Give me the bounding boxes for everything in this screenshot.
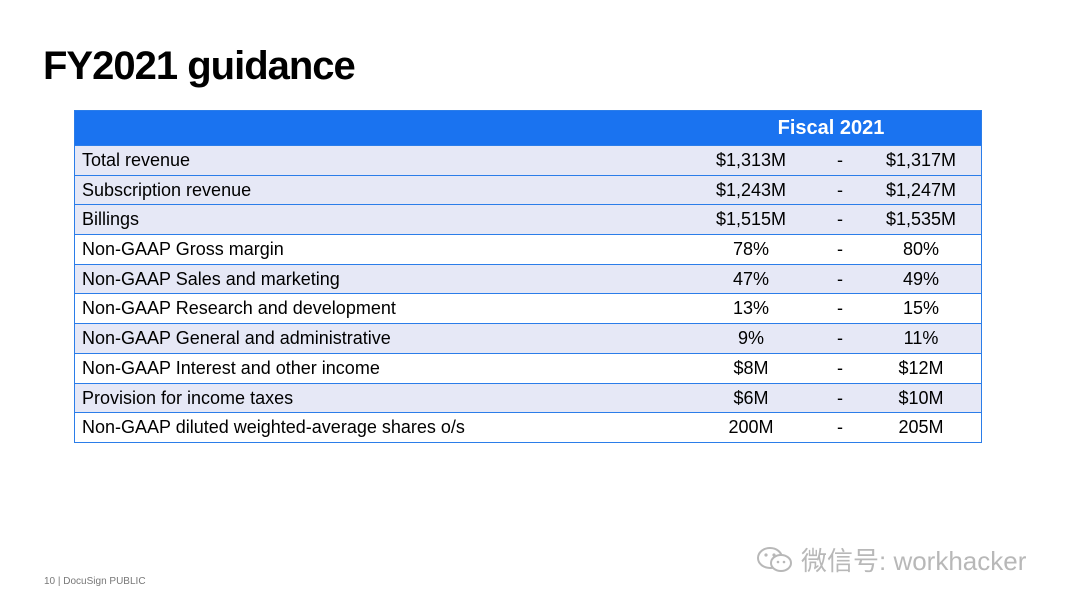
row-separator: - — [837, 417, 843, 438]
row-separator: - — [837, 357, 843, 378]
row-low-value: 78% — [732, 239, 770, 260]
row-high-value: 49% — [902, 268, 940, 289]
table-row: Non-GAAP General and administrative 9% - 11… — [75, 323, 981, 353]
wechat-icon — [757, 546, 792, 572]
row-low-value: 13% — [732, 298, 770, 319]
watermark: 微信号: workhacker — [755, 541, 1026, 578]
table-row: Non-GAAP Gross margin 78% - 80% — [75, 234, 981, 264]
row-low-value: $1,243M — [715, 179, 787, 200]
row-separator: - — [837, 239, 843, 260]
row-high-value: $1,535M — [885, 209, 957, 230]
row-low-value: $6M — [733, 387, 769, 408]
row-label: Provision for income taxes — [82, 387, 294, 408]
row-separator: - — [837, 150, 843, 170]
row-label: Non-GAAP diluted weighted-average shares… — [82, 417, 465, 438]
row-label: Non-GAAP General and administrative — [82, 328, 391, 349]
row-separator: - — [837, 298, 843, 319]
table-row: Non-GAAP Sales and marketing 47% - 49% — [75, 263, 981, 294]
table-body: Total revenue $1,313M - $1,317M Subscription… — [75, 145, 981, 442]
table-row: Total revenue $1,313M - $1,317M — [75, 145, 981, 175]
row-high-value: 15% — [902, 298, 940, 319]
table-row: Subscription revenue $1,243M - $1,247M — [75, 174, 981, 205]
row-high-value: $1,317M — [885, 150, 957, 170]
row-label: Non-GAAP Research and development — [82, 298, 396, 319]
row-low-value: $1,313M — [715, 150, 787, 170]
table-header: Fiscal 2021 — [75, 111, 981, 145]
row-separator: - — [837, 268, 843, 289]
table-row: Provision for income taxes $6M - $10M — [75, 382, 981, 413]
row-high-value: 205M — [898, 417, 944, 438]
row-high-value: $12M — [898, 357, 944, 378]
watermark-text: 微信号: workhacker — [801, 546, 1027, 576]
row-low-value: 47% — [732, 268, 770, 289]
row-label: Subscription revenue — [82, 179, 252, 200]
row-low-value: $8M — [733, 357, 769, 378]
row-high-value: 11% — [903, 328, 939, 349]
row-label: Non-GAAP Sales and marketing — [82, 268, 340, 289]
guidance-table: Fiscal 2021 Total revenue $1,313M - $1,317M… — [74, 110, 982, 443]
table-row: Non-GAAP Research and development 13% - 15% — [75, 293, 981, 323]
table-header-label: Fiscal 2021 — [777, 117, 885, 139]
row-low-value: $1,515M — [715, 209, 787, 230]
table-row: Non-GAAP diluted weighted-average shares… — [75, 412, 981, 442]
row-high-value: $10M — [898, 387, 944, 408]
row-separator: - — [837, 328, 843, 349]
row-separator: - — [837, 387, 843, 408]
row-separator: - — [837, 179, 843, 200]
row-label: Total revenue — [82, 150, 191, 170]
page-title: FY2021 guidance — [43, 44, 356, 88]
row-high-value: $1,247M — [885, 179, 957, 200]
row-high-value: 80% — [902, 239, 940, 260]
row-separator: - — [837, 209, 843, 230]
row-label: Non-GAAP Interest and other income — [82, 357, 380, 378]
row-label: Non-GAAP Gross margin — [82, 239, 284, 260]
row-low-value: 200M — [728, 417, 774, 438]
footer-text: 10 | DocuSign PUBLIC — [44, 576, 146, 587]
table-row: Billings $1,515M - $1,535M — [75, 204, 981, 235]
row-label: Billings — [82, 209, 140, 230]
table-row: Non-GAAP Interest and other income $8M - $1… — [75, 352, 981, 383]
row-low-value: 9% — [737, 328, 764, 349]
